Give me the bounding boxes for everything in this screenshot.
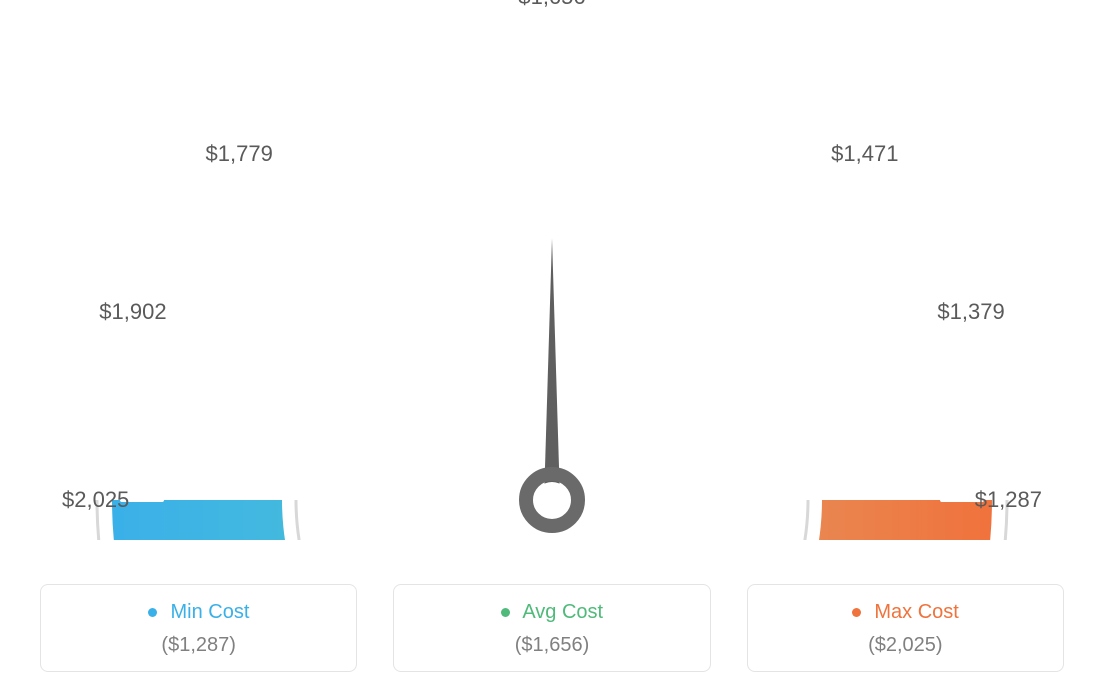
gauge-tick-label: $1,902 xyxy=(99,299,166,325)
gauge-tick-label: $1,656 xyxy=(518,0,585,10)
legend-title-min-text: Min Cost xyxy=(170,601,249,623)
gauge-chart: $1,287 $1,379 $1,471 $1,656 $1,779 $1,902 $2,0… xyxy=(0,0,1104,540)
legend-card-avg: Avg Cost ($1,656) xyxy=(393,584,710,672)
legend-row: Min Cost ($1,287) Avg Cost ($1,656) Max … xyxy=(0,584,1104,672)
legend-title-avg-text: Avg Cost xyxy=(522,601,603,623)
gauge-tick-label: $1,287 xyxy=(975,487,1042,513)
legend-value-max: ($2,025) xyxy=(748,634,1063,657)
dot-avg xyxy=(501,608,510,617)
legend-title-min: Min Cost xyxy=(41,601,356,624)
gauge-tick-label: $2,025 xyxy=(62,487,129,513)
legend-card-min: Min Cost ($1,287) xyxy=(40,584,357,672)
legend-value-avg: ($1,656) xyxy=(394,634,709,657)
dot-max xyxy=(852,608,861,617)
legend-title-max-text: Max Cost xyxy=(874,601,958,623)
legend-card-max: Max Cost ($2,025) xyxy=(747,584,1064,672)
legend-title-max: Max Cost xyxy=(748,601,1063,624)
legend-value-min: ($1,287) xyxy=(41,634,356,657)
gauge-tick-label: $1,471 xyxy=(831,141,898,167)
legend-title-avg: Avg Cost xyxy=(394,601,709,624)
gauge-tick-label: $1,379 xyxy=(937,299,1004,325)
dot-min xyxy=(148,608,157,617)
gauge-svg xyxy=(0,0,1104,540)
gauge-tick-label: $1,779 xyxy=(206,141,273,167)
